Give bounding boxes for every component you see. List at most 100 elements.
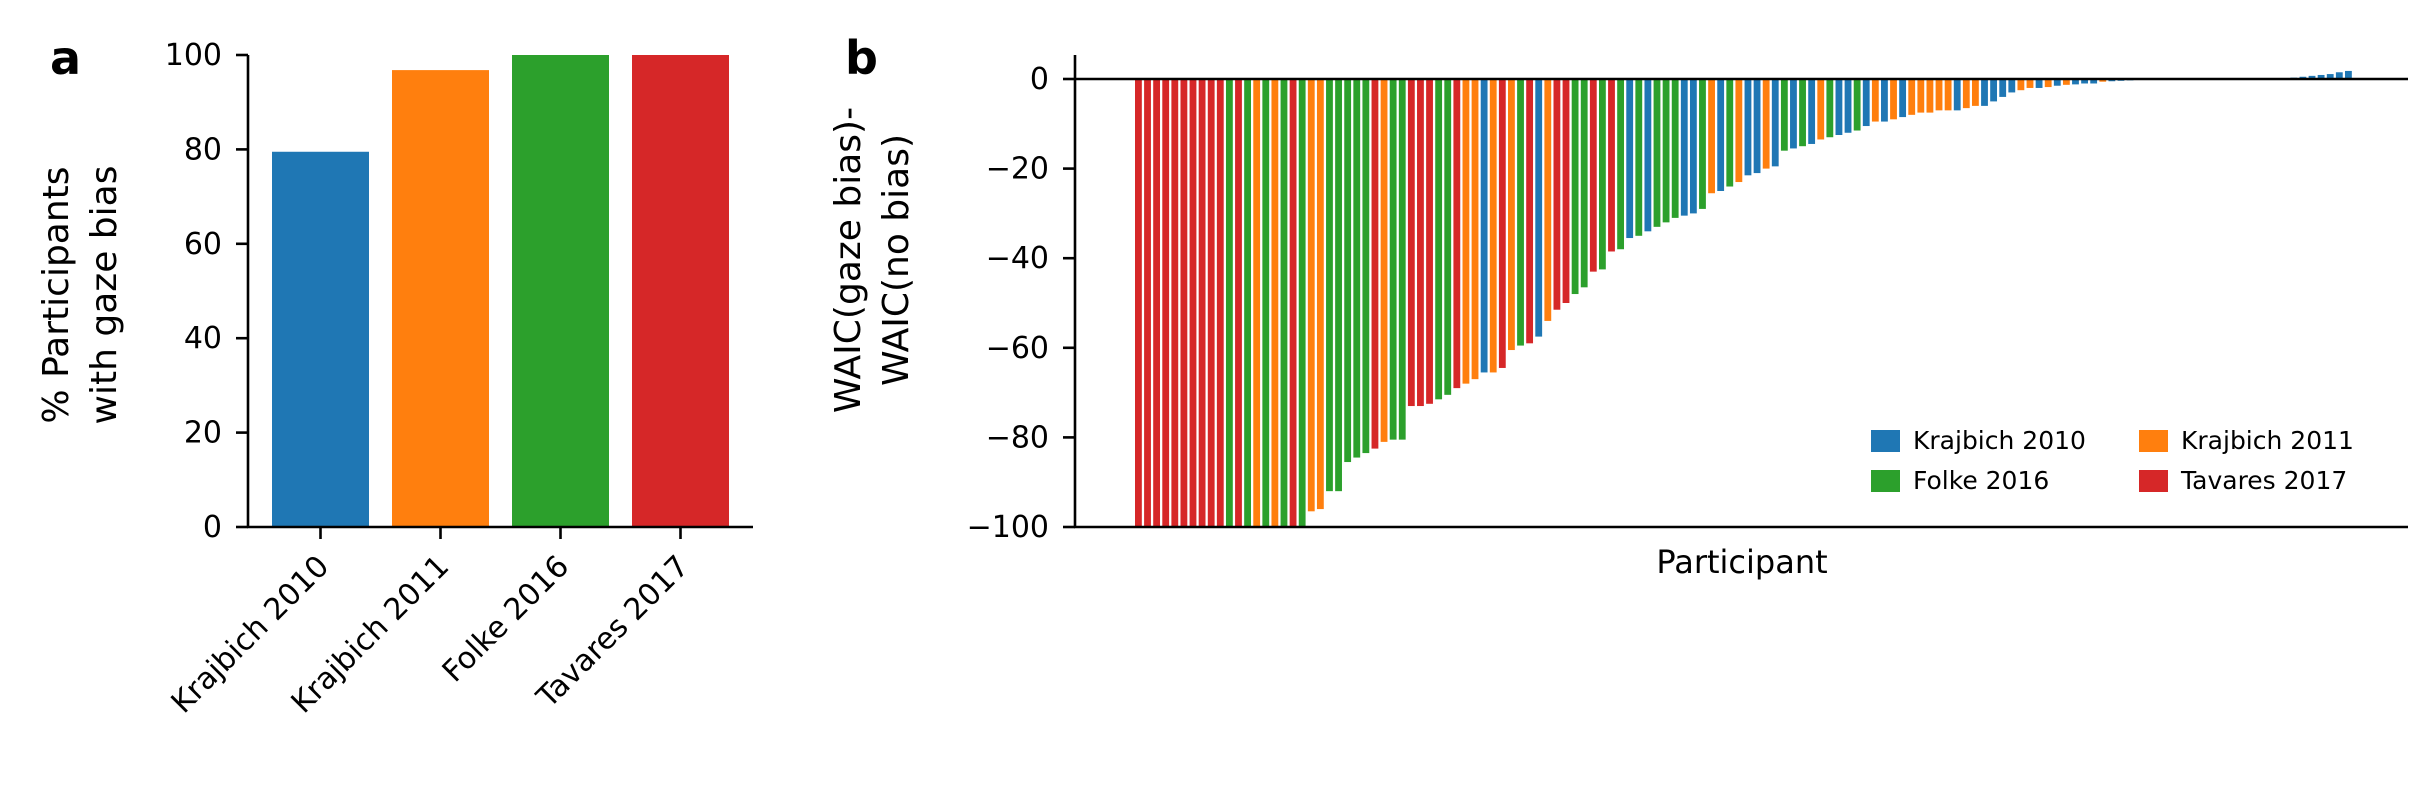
participant-bar-krajbich-2011	[2017, 79, 2025, 91]
participant-bar-krajbich-2010	[1835, 79, 1843, 135]
participant-bar-krajbich-2011	[1917, 79, 1925, 113]
participant-bar-krajbich-2011	[1762, 79, 1770, 169]
participant-bar-tavares-2017	[1198, 79, 1206, 527]
participant-bar-tavares-2017	[1162, 79, 1170, 527]
panel-a-ytick-label: 40	[184, 321, 222, 356]
participant-bar-krajbich-2011	[1380, 79, 1388, 442]
participant-bar-krajbich-2011	[1271, 79, 1279, 527]
participant-bar-krajbich-2011	[1908, 79, 1916, 115]
bar-folke-2016	[512, 55, 609, 527]
participant-bar-tavares-2017	[1289, 79, 1297, 527]
participant-bar-folke-2016	[1635, 79, 1643, 236]
panel-b-ytick-label: −20	[986, 152, 1049, 187]
participant-bar-folke-2016	[1853, 79, 1861, 131]
participant-bar-tavares-2017	[1417, 79, 1424, 407]
participant-bar-krajbich-2010	[1990, 79, 1998, 102]
participant-bar-folke-2016	[1362, 79, 1370, 454]
legend-swatch-krajbich-2010	[1871, 430, 1900, 452]
participant-bar-krajbich-2010	[1808, 79, 1816, 144]
participant-bar-tavares-2017	[1135, 79, 1142, 527]
participant-bar-tavares-2017	[1562, 79, 1570, 303]
participant-bar-folke-2016	[1826, 79, 1834, 138]
participant-bar-krajbich-2011	[1735, 79, 1743, 183]
participant-bar-tavares-2017	[1180, 79, 1188, 527]
participant-bar-folke-2016	[1335, 79, 1342, 492]
participant-bar-folke-2016	[1225, 79, 1233, 527]
participant-bar-folke-2016	[1580, 79, 1588, 288]
panel-b-bars	[1135, 70, 2352, 527]
participant-bar-krajbich-2010	[1953, 79, 1961, 111]
participant-bar-krajbich-2010	[1480, 79, 1488, 373]
participant-bar-tavares-2017	[1498, 79, 1506, 368]
panel-b-ytick-label: −40	[986, 241, 1049, 276]
participant-bar-folke-2016	[1326, 79, 1333, 492]
participant-bar-folke-2016	[1280, 79, 1288, 527]
participant-bar-folke-2016	[1726, 79, 1734, 187]
participant-bar-krajbich-2011	[1708, 79, 1715, 194]
panel-a-y-ticks: 0 20 40 60 80 100	[165, 38, 248, 545]
participant-bar-krajbich-2010	[1862, 79, 1870, 127]
participant-bar-krajbich-2011	[1316, 79, 1324, 510]
participant-bar-krajbich-2011	[1962, 79, 1970, 109]
participant-bar-krajbich-2010	[1790, 79, 1797, 149]
participant-bar-krajbich-2011	[1817, 79, 1825, 140]
participant-bar-tavares-2017	[1171, 79, 1179, 527]
participant-bar-krajbich-2010	[1744, 79, 1752, 176]
participant-bar-krajbich-2011	[1307, 79, 1315, 512]
panel-b-ylabel-line2: WAIC(no bias)	[876, 134, 917, 386]
participant-bar-krajbich-2011	[1971, 79, 1979, 106]
participant-bar-krajbich-2010	[1771, 79, 1779, 167]
participant-bar-krajbich-2010	[1881, 79, 1888, 122]
participant-bar-tavares-2017	[1371, 79, 1379, 449]
panel-b-ytick-label: −60	[986, 331, 1049, 366]
panel-b-y-ticks: 0 −20 −40 −60 −80 −100	[967, 62, 1075, 545]
participant-bar-krajbich-2010	[1999, 79, 2007, 97]
participant-bar-tavares-2017	[1589, 79, 1597, 272]
panel-letter-b: b	[845, 31, 878, 85]
participant-bar-tavares-2017	[1426, 79, 1433, 404]
participant-bar-krajbich-2010	[2053, 79, 2061, 86]
participant-bar-krajbich-2010	[2081, 79, 2088, 84]
participant-bar-tavares-2017	[1553, 79, 1561, 310]
participant-bar-krajbich-2011	[1544, 79, 1552, 321]
participant-bar-folke-2016	[1344, 79, 1352, 463]
participant-bar-krajbich-2011	[1871, 79, 1879, 122]
participant-bar-folke-2016	[1517, 79, 1524, 346]
participant-bar-krajbich-2011	[1890, 79, 1897, 120]
participant-bar-krajbich-2011	[2062, 79, 2070, 85]
participant-bar-tavares-2017	[1216, 79, 1224, 527]
bar-krajbich-2011	[392, 70, 489, 527]
participant-bar-tavares-2017	[1608, 79, 1615, 252]
panel-b-ytick-label: 0	[1030, 62, 1049, 97]
participant-bar-folke-2016	[1598, 79, 1606, 270]
participant-bar-krajbich-2010	[2326, 74, 2334, 79]
participant-bar-folke-2016	[1298, 79, 1306, 527]
participant-bar-tavares-2017	[1235, 79, 1242, 527]
panel-a-ytick-label: 100	[165, 38, 222, 73]
legend-label-krajbich-2011: Krajbich 2011	[2181, 426, 2354, 455]
participant-bar-tavares-2017	[1153, 79, 1161, 527]
participant-bar-folke-2016	[1699, 79, 1706, 209]
panel-a-ytick-label: 20	[184, 416, 222, 451]
bar-tavares-2017	[632, 55, 729, 527]
participant-bar-folke-2016	[1799, 79, 1806, 147]
participant-bar-krajbich-2010	[1899, 79, 1907, 118]
legend-swatch-tavares-2017	[2139, 470, 2168, 492]
participant-bar-folke-2016	[1353, 79, 1361, 458]
participant-bar-folke-2016	[1780, 79, 1788, 151]
participant-bar-krajbich-2010	[1535, 79, 1543, 337]
participant-bar-tavares-2017	[1453, 79, 1461, 389]
bar-krajbich-2010	[272, 151, 369, 527]
participant-bar-tavares-2017	[1207, 79, 1215, 527]
participant-bar-krajbich-2010	[2345, 70, 2352, 79]
participant-bar-krajbich-2010	[1689, 79, 1697, 214]
panel-a-ytick-label: 0	[203, 510, 222, 545]
participant-bar-folke-2016	[1435, 79, 1443, 400]
participant-bar-krajbich-2010	[2317, 74, 2325, 79]
panel-letter-a: a	[50, 31, 81, 85]
participant-bar-krajbich-2010	[1626, 79, 1634, 239]
participant-bar-folke-2016	[1262, 79, 1270, 527]
participant-bar-krajbich-2011	[1253, 79, 1261, 527]
participant-bar-krajbich-2010	[1844, 79, 1852, 133]
